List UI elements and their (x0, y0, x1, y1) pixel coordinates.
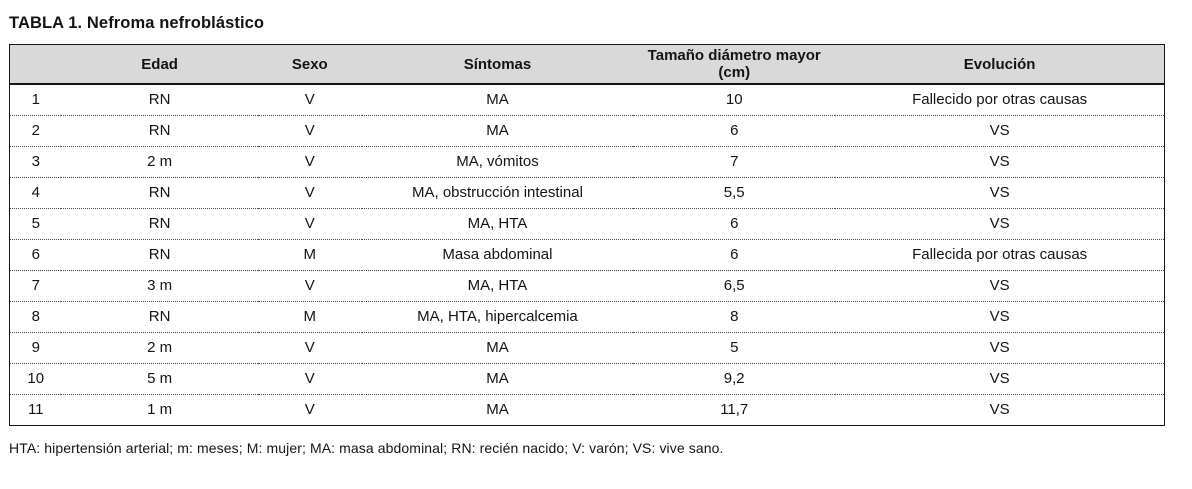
table-cell-tamano: 11,7 (720, 401, 749, 418)
table-cell-sexo: V (304, 401, 315, 418)
table-cell-sintomas: MA (361, 363, 634, 395)
column-header-evolucion: Evolución (835, 44, 1165, 85)
table-cell-sintomas: MA (361, 84, 634, 116)
table-cell-edad: RN (61, 177, 258, 209)
table-cell-num: 9 (9, 332, 62, 364)
table-cell-evolucion: VS (835, 177, 1165, 209)
table-cell-num: 8 (9, 301, 62, 333)
table-cell-tamano: 6 (633, 239, 836, 271)
table-cell-sintomas: MA, HTA, hipercalcemia (361, 301, 634, 333)
table-cell-tamano: 10 (633, 84, 836, 116)
table-row: 6 RN M Masa abdominal 6 Fallecida por otras c… (9, 239, 1165, 271)
table-row: 4 RN V MA, obstrucción intestinal 5,5 VS (9, 177, 1165, 209)
table-cell-edad: 1 m (147, 401, 173, 418)
table-cell-num: 1 (9, 84, 62, 116)
table-cell-edad: 2 m (61, 146, 258, 178)
column-header-num (9, 44, 62, 85)
table-cell-sexo: V (257, 84, 362, 116)
table-cell-edad: 2 m (61, 332, 258, 364)
table-cell-sintomas: MA, HTA (361, 270, 634, 302)
table-cell-sintomas: Masa abdominal (361, 239, 634, 271)
table-row: 5 RN V MA, HTA 6 VS (9, 208, 1165, 240)
table-cell-num: 4 (9, 177, 62, 209)
table-row: 11 1 m V MA 11,7 VS (10, 394, 1165, 425)
table-cell-evolucion: VS (835, 270, 1165, 302)
table-cell-num: 11 (27, 401, 44, 418)
table-body: 1 RN V MA 10 Fallecido por otras causas 2 RN V MA… (9, 84, 1165, 425)
table-cell-tamano: 5,5 (633, 177, 836, 209)
table-cell-edad: RN (61, 239, 258, 271)
data-table: Edad Sexo Síntomas Tamaño diámetro mayor (c… (9, 44, 1165, 426)
table-cell-tamano: 5 (633, 332, 836, 364)
table-cell-sexo: V (257, 332, 362, 364)
header-row: Edad Sexo Síntomas Tamaño diámetro mayor (c… (9, 44, 1165, 85)
table-cell-edad: 3 m (61, 270, 258, 302)
table-cell-evolucion: VS (835, 332, 1165, 364)
table-cell-num: 5 (9, 208, 62, 240)
table-cell-tamano: 6 (633, 208, 836, 240)
table-cell-tamano: 6,5 (633, 270, 836, 302)
table-row: 10 5 m V MA 9,2 VS (9, 363, 1165, 395)
column-header-sexo: Sexo (257, 44, 362, 85)
table-cell-num: 3 (9, 146, 62, 178)
column-header-edad: Edad (61, 44, 258, 85)
table-cell-evolucion: VS (835, 363, 1165, 395)
table-cell-tamano: 9,2 (633, 363, 836, 395)
table-cell-evolucion: Fallecida por otras causas (835, 239, 1165, 271)
table-cell-num: 6 (9, 239, 62, 271)
table-cell-sintomas: MA (361, 115, 634, 147)
table-cell-tamano: 7 (633, 146, 836, 178)
table-cell-evolucion: VS (835, 115, 1165, 147)
column-header-sintomas: Síntomas (361, 44, 634, 85)
table-cell-edad: 5 m (61, 363, 258, 395)
table-cell-sexo: V (257, 115, 362, 147)
column-header-tamano: Tamaño diámetro mayor (cm) (633, 44, 836, 85)
table-cell-tamano: 8 (633, 301, 836, 333)
table-cell-sintomas: MA (486, 401, 509, 418)
table-cell-edad: RN (61, 208, 258, 240)
table-cell-sintomas: MA (361, 332, 634, 364)
table-cell-evolucion: VS (835, 146, 1165, 178)
table-cell-sexo: V (257, 270, 362, 302)
table-row: 8 RN M MA, HTA, hipercalcemia 8 VS (9, 301, 1165, 333)
table-row: 1 RN V MA 10 Fallecido por otras causas (9, 84, 1165, 116)
table-cell-num: 2 (9, 115, 62, 147)
footnote: HTA: hipertensión arterial; m: meses; M:… (9, 439, 724, 456)
table-cell-sexo: V (257, 208, 362, 240)
table-cell-evolucion: VS (835, 208, 1165, 240)
table-cell-evolucion: VS (989, 401, 1010, 418)
table-title: TABLA 1. Nefroma nefroblástico (9, 14, 265, 32)
table-cell-edad: RN (61, 115, 258, 147)
table-cell-sintomas: MA, obstrucción intestinal (361, 177, 634, 209)
table-cell-sexo: V (257, 146, 362, 178)
table-cell-sexo: M (257, 301, 362, 333)
table-cell-sexo: M (257, 239, 362, 271)
table-cell-num: 10 (9, 363, 62, 395)
table-cell-num: 7 (9, 270, 62, 302)
table-row: 2 RN V MA 6 VS (9, 115, 1165, 147)
table-cell-tamano: 6 (633, 115, 836, 147)
table-cell-edad: RN (61, 301, 258, 333)
table-cell-sexo: V (257, 177, 362, 209)
table-cell-evolucion: VS (835, 301, 1165, 333)
table-cell-edad: RN (61, 84, 258, 116)
table-header: Edad Sexo Síntomas Tamaño diámetro mayor (c… (9, 44, 1165, 85)
table-cell-sexo: V (257, 363, 362, 395)
table-cell-sintomas: MA, vómitos (361, 146, 634, 178)
table-cell-sintomas: MA, HTA (361, 208, 634, 240)
table-cell-evolucion: Fallecido por otras causas (835, 84, 1165, 116)
